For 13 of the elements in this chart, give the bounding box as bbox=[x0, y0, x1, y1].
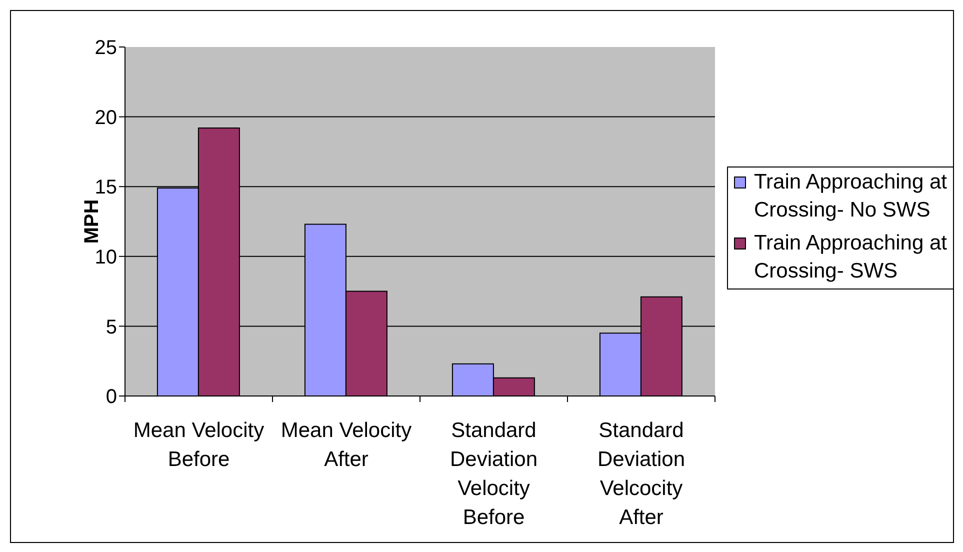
y-tick-label: 0 bbox=[106, 386, 117, 408]
y-tick-label: 20 bbox=[94, 106, 117, 129]
legend-label: Train Approaching at Crossing- No SWS bbox=[754, 169, 948, 223]
y-tick-label: 10 bbox=[94, 246, 117, 268]
y-tick-label: 15 bbox=[94, 176, 117, 199]
x-tick-label: Mean Velocity Before bbox=[133, 419, 265, 471]
legend-label: Train Approaching at Crossing- SWS bbox=[754, 230, 948, 284]
x-tick-label: Standard Deviation Velcocity After bbox=[597, 419, 686, 529]
y-tick-label: 5 bbox=[106, 316, 117, 338]
y-axis-title: MPH bbox=[81, 199, 103, 244]
x-tick-label: Standard Deviation Velocity Before bbox=[450, 419, 538, 529]
y-tick-label: 25 bbox=[94, 37, 117, 60]
x-tick-label: Mean Velocity After bbox=[280, 419, 412, 471]
